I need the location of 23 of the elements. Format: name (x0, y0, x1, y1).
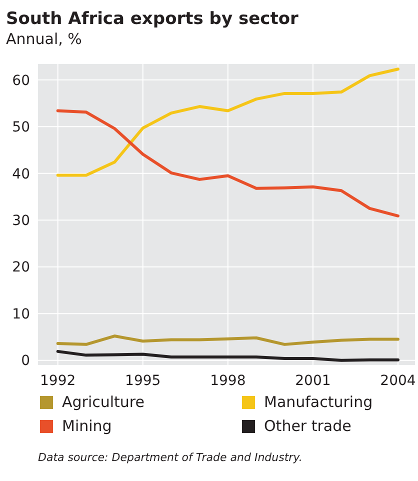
y-tick-label: 50 (12, 120, 30, 136)
line-series (56, 109, 400, 218)
legend-label: Agriculture (62, 393, 144, 411)
y-tick-label: 30 (12, 213, 30, 230)
legend-label: Manufacturing (264, 393, 373, 411)
line-series (56, 334, 400, 346)
x-tick-label: 2001 (295, 373, 331, 389)
x-tick-label: 1998 (210, 373, 246, 389)
legend-label: Mining (62, 417, 112, 435)
chart-subtitle: Annual, % (6, 30, 82, 48)
y-tick-label: 0 (21, 353, 30, 370)
x-tick-label: 2004 (380, 373, 416, 389)
y-tick-label: 20 (12, 260, 30, 276)
y-tick-label: 40 (12, 166, 30, 182)
x-tick-label: 1995 (125, 373, 161, 389)
x-tick-label: 1992 (40, 373, 76, 389)
y-tick-label: 60 (12, 72, 30, 89)
line-series (56, 350, 400, 362)
line-series (56, 68, 400, 177)
chart-title: South Africa exports by sector (6, 9, 299, 29)
y-tick-label: 10 (12, 306, 30, 322)
source-note: Data source: Department of Trade and Industry. (38, 451, 302, 464)
legend-label: Other trade (264, 417, 352, 435)
